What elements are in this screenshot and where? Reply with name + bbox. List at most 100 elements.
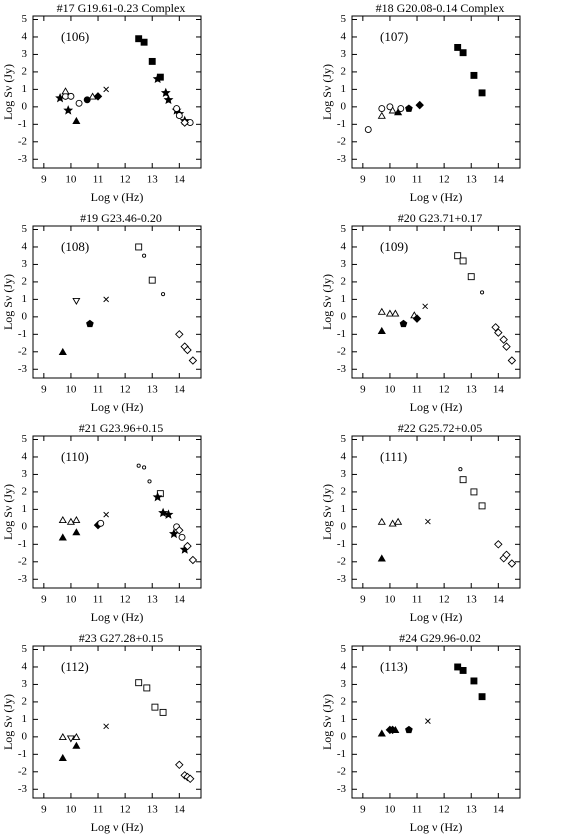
data-point <box>377 729 386 737</box>
data-point <box>86 319 94 328</box>
panel-title: #18 G20.08-0.14 Complex <box>376 1 505 15</box>
x-tick-label: 9 <box>41 174 47 186</box>
y-tick-label: 5 <box>341 643 347 655</box>
y-tick-label: 5 <box>22 643 28 655</box>
panel-title: #17 G19.61-0.23 Complex <box>57 1 186 15</box>
y-tick-label: -3 <box>18 783 28 795</box>
data-point <box>103 86 109 93</box>
y-tick-label: -3 <box>18 573 28 585</box>
x-tick-label: 11 <box>412 384 423 396</box>
x-tick-label: 14 <box>493 804 505 816</box>
data-point <box>388 106 397 114</box>
x-tick-label: 10 <box>384 384 396 396</box>
y-tick-label: 3 <box>341 678 347 690</box>
data-point <box>148 57 156 65</box>
y-tick-label: -2 <box>337 765 346 777</box>
y-tick-label: 0 <box>22 310 28 322</box>
data-point <box>507 559 517 568</box>
panel-title: #23 G27.28+0.15 <box>79 631 163 645</box>
y-tick-label: 3 <box>341 468 347 480</box>
y-axis-label: Log Sν (Jy) <box>1 694 15 750</box>
y-tick-label: 4 <box>22 30 28 42</box>
y-tick-label: 2 <box>22 485 28 497</box>
y-tick-label: 1 <box>22 503 28 515</box>
data-point <box>58 733 67 741</box>
y-tick-label: 4 <box>22 450 28 462</box>
y-tick-label: 2 <box>22 275 28 287</box>
x-tick-label: 14 <box>493 174 505 186</box>
y-tick-label: 1 <box>341 713 347 725</box>
data-point <box>454 252 462 260</box>
y-tick-label: 0 <box>341 730 347 742</box>
y-tick-label: -2 <box>18 345 27 357</box>
y-tick-label: 5 <box>341 223 347 235</box>
y-tick-label: 2 <box>341 695 347 707</box>
data-point <box>175 526 184 535</box>
x-tick-label: 13 <box>466 174 478 186</box>
data-point <box>502 550 511 560</box>
data-point <box>66 735 75 743</box>
data-point <box>152 73 163 84</box>
data-point <box>467 273 475 281</box>
y-tick-label: -2 <box>337 345 346 357</box>
data-point <box>459 257 467 265</box>
x-tick-label: 14 <box>493 594 505 606</box>
x-tick-label: 10 <box>384 804 396 816</box>
x-tick-label: 11 <box>93 174 104 186</box>
y-tick-label: -1 <box>18 118 27 130</box>
data-point <box>478 89 486 97</box>
data-point <box>58 347 67 355</box>
x-tick-label: 10 <box>384 594 396 606</box>
x-tick-label: 11 <box>412 594 423 606</box>
y-tick-label: -3 <box>337 153 347 165</box>
x-tick-label: 13 <box>147 594 159 606</box>
y-tick-label: 3 <box>341 48 347 60</box>
data-point <box>152 491 163 502</box>
data-point <box>491 323 500 332</box>
y-tick-label: -1 <box>337 748 346 760</box>
data-point <box>75 99 83 107</box>
y-tick-label: 5 <box>341 433 347 445</box>
data-point <box>163 509 174 519</box>
data-point <box>158 507 169 518</box>
y-axis-label: Log Sν (Jy) <box>320 694 334 750</box>
data-point <box>143 684 151 692</box>
plot-frame <box>351 435 521 589</box>
y-tick-label: 4 <box>341 240 347 252</box>
x-tick-label: 11 <box>412 174 423 186</box>
data-point <box>470 71 478 79</box>
y-axis-label: Log Sν (Jy) <box>320 64 334 120</box>
data-point <box>459 667 467 674</box>
data-point <box>454 663 462 671</box>
data-point <box>394 517 403 525</box>
data-point <box>385 309 394 317</box>
y-tick-label: 0 <box>341 310 347 322</box>
data-point <box>58 753 67 761</box>
data-point <box>377 517 386 525</box>
y-tick-label: 0 <box>22 730 28 742</box>
data-point <box>377 307 386 315</box>
y-tick-label: -3 <box>18 363 28 375</box>
y-tick-label: 4 <box>22 660 28 672</box>
y-tick-label: -2 <box>18 765 27 777</box>
panel-title: #20 G23.71+0.17 <box>398 211 482 225</box>
data-point <box>135 35 143 43</box>
y-axis-label: Log Sν (Jy) <box>320 274 334 330</box>
x-tick-label: 13 <box>147 804 159 816</box>
data-point <box>173 105 181 113</box>
x-tick-label: 14 <box>174 174 186 186</box>
data-point <box>93 92 103 101</box>
y-tick-label: -1 <box>18 328 27 340</box>
data-point <box>459 49 467 57</box>
x-tick-label: 11 <box>93 804 104 816</box>
x-tick-label: 11 <box>93 384 104 396</box>
y-tick-label: -1 <box>18 748 27 760</box>
y-axis-label: Log Sν (Jy) <box>1 64 15 120</box>
data-point <box>72 116 81 124</box>
data-point <box>58 516 67 524</box>
data-point <box>188 356 198 365</box>
x-tick-label: 14 <box>493 384 505 396</box>
panel-annotation: (110) <box>61 449 89 464</box>
x-tick-label: 12 <box>120 594 131 606</box>
